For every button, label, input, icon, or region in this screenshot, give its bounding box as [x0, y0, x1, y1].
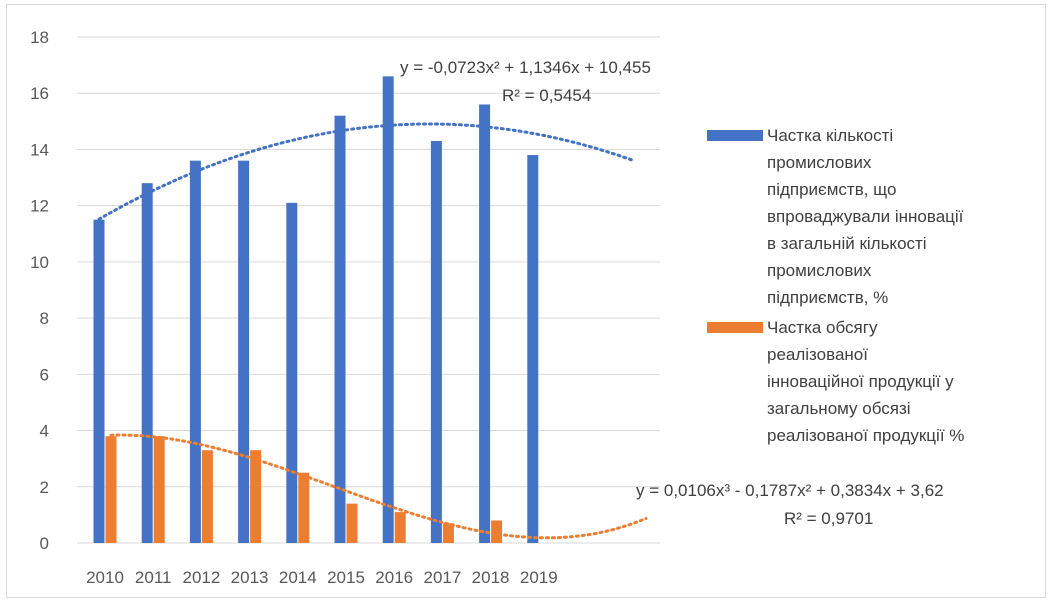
legend-label-line: інноваційної продукції у — [767, 372, 954, 391]
x-tick-label: 2014 — [279, 568, 317, 587]
bar-series-1 — [382, 76, 394, 543]
bar-series-1 — [286, 202, 298, 543]
legend-label-series-1: Частка кількості промислових підприємств, … — [767, 126, 964, 307]
legend-label-line: підприємств, % — [767, 288, 888, 307]
trendline-equation-series-2: y = 0,0106x³ - 0,1787x² + 0,3834x + 3,62 — [636, 481, 944, 500]
y-axis-tick-labels: 0 2 4 6 8 10 12 14 16 18 — [30, 28, 49, 553]
trendline-r2-series-1: R² = 0,5454 — [502, 86, 591, 105]
y-tick-label: 16 — [30, 84, 49, 103]
y-tick-label: 4 — [40, 422, 49, 441]
bars — [93, 76, 539, 544]
y-tick-label: 0 — [40, 534, 49, 553]
x-tick-label: 2018 — [472, 568, 510, 587]
y-tick-label: 18 — [30, 28, 49, 47]
legend: Частка кількості промислових підприємств, … — [707, 126, 964, 445]
x-tick-label: 2019 — [520, 568, 558, 587]
y-tick-label: 12 — [30, 197, 49, 216]
x-tick-label: 2011 — [135, 568, 172, 587]
legend-swatch-series-1 — [707, 130, 763, 141]
x-tick-label: 2012 — [182, 568, 220, 587]
bar-series-2 — [250, 450, 262, 543]
bar-series-1 — [189, 160, 201, 543]
bar-series-2 — [201, 450, 213, 543]
trendline-r2-series-2: R² = 0,9701 — [784, 509, 873, 528]
y-tick-label: 8 — [40, 309, 49, 328]
trendline-equation-series-1: y = -0,0723x² + 1,1346x + 10,455 — [400, 58, 651, 77]
legend-label-line: промислових — [767, 153, 872, 172]
y-tick-label: 2 — [40, 478, 49, 497]
y-tick-label: 10 — [30, 253, 49, 272]
bar-series-2 — [394, 512, 406, 543]
bar-series-2 — [442, 523, 454, 543]
x-tick-label: 2017 — [423, 568, 461, 587]
bar-series-1 — [93, 219, 105, 543]
legend-label-series-2: Частка обсягу реалізованої інноваційної пр… — [767, 318, 964, 445]
legend-label-line: промислових — [767, 261, 872, 280]
trendline-series-1 — [97, 122, 636, 221]
gridlines — [77, 36, 660, 544]
bar-series-1 — [238, 160, 250, 543]
legend-label-line: реалізованої — [767, 345, 868, 364]
y-tick-label: 14 — [30, 140, 49, 159]
legend-label-line: підприємств, що — [767, 180, 896, 199]
bar-series-1 — [430, 141, 442, 543]
x-tick-label: 2010 — [86, 568, 124, 587]
legend-label-line: Частка кількості — [767, 126, 893, 145]
bar-series-2 — [298, 472, 310, 543]
trendlines — [97, 122, 648, 540]
bar-series-1 — [527, 155, 539, 544]
x-tick-label: 2015 — [327, 568, 365, 587]
bar-series-1 — [334, 115, 346, 543]
chart-frame — [6, 4, 1046, 598]
bar-series-2 — [346, 503, 358, 543]
y-tick-label: 6 — [40, 365, 49, 384]
legend-label-line: впроваджували інновації — [767, 207, 964, 226]
x-tick-label: 2016 — [375, 568, 413, 587]
x-tick-label: 2013 — [231, 568, 269, 587]
legend-label-line: реалізованої продукції % — [767, 426, 964, 445]
bar-series-2 — [105, 436, 117, 543]
legend-label-line: Частка обсягу — [767, 318, 878, 337]
legend-swatch-series-2 — [707, 322, 763, 333]
bar-series-1 — [479, 104, 491, 543]
legend-label-line: в загальній кількості — [767, 234, 927, 253]
bar-series-2 — [153, 436, 165, 543]
legend-label-line: загальному обсязі — [767, 399, 911, 418]
trendline-series-2 — [109, 433, 648, 540]
bar-series-2 — [491, 520, 503, 543]
x-axis-tick-labels: 2010 2011 2012 2013 2014 2015 2016 2017 2018 2019 — [86, 568, 558, 587]
bar-series-1 — [141, 183, 153, 543]
